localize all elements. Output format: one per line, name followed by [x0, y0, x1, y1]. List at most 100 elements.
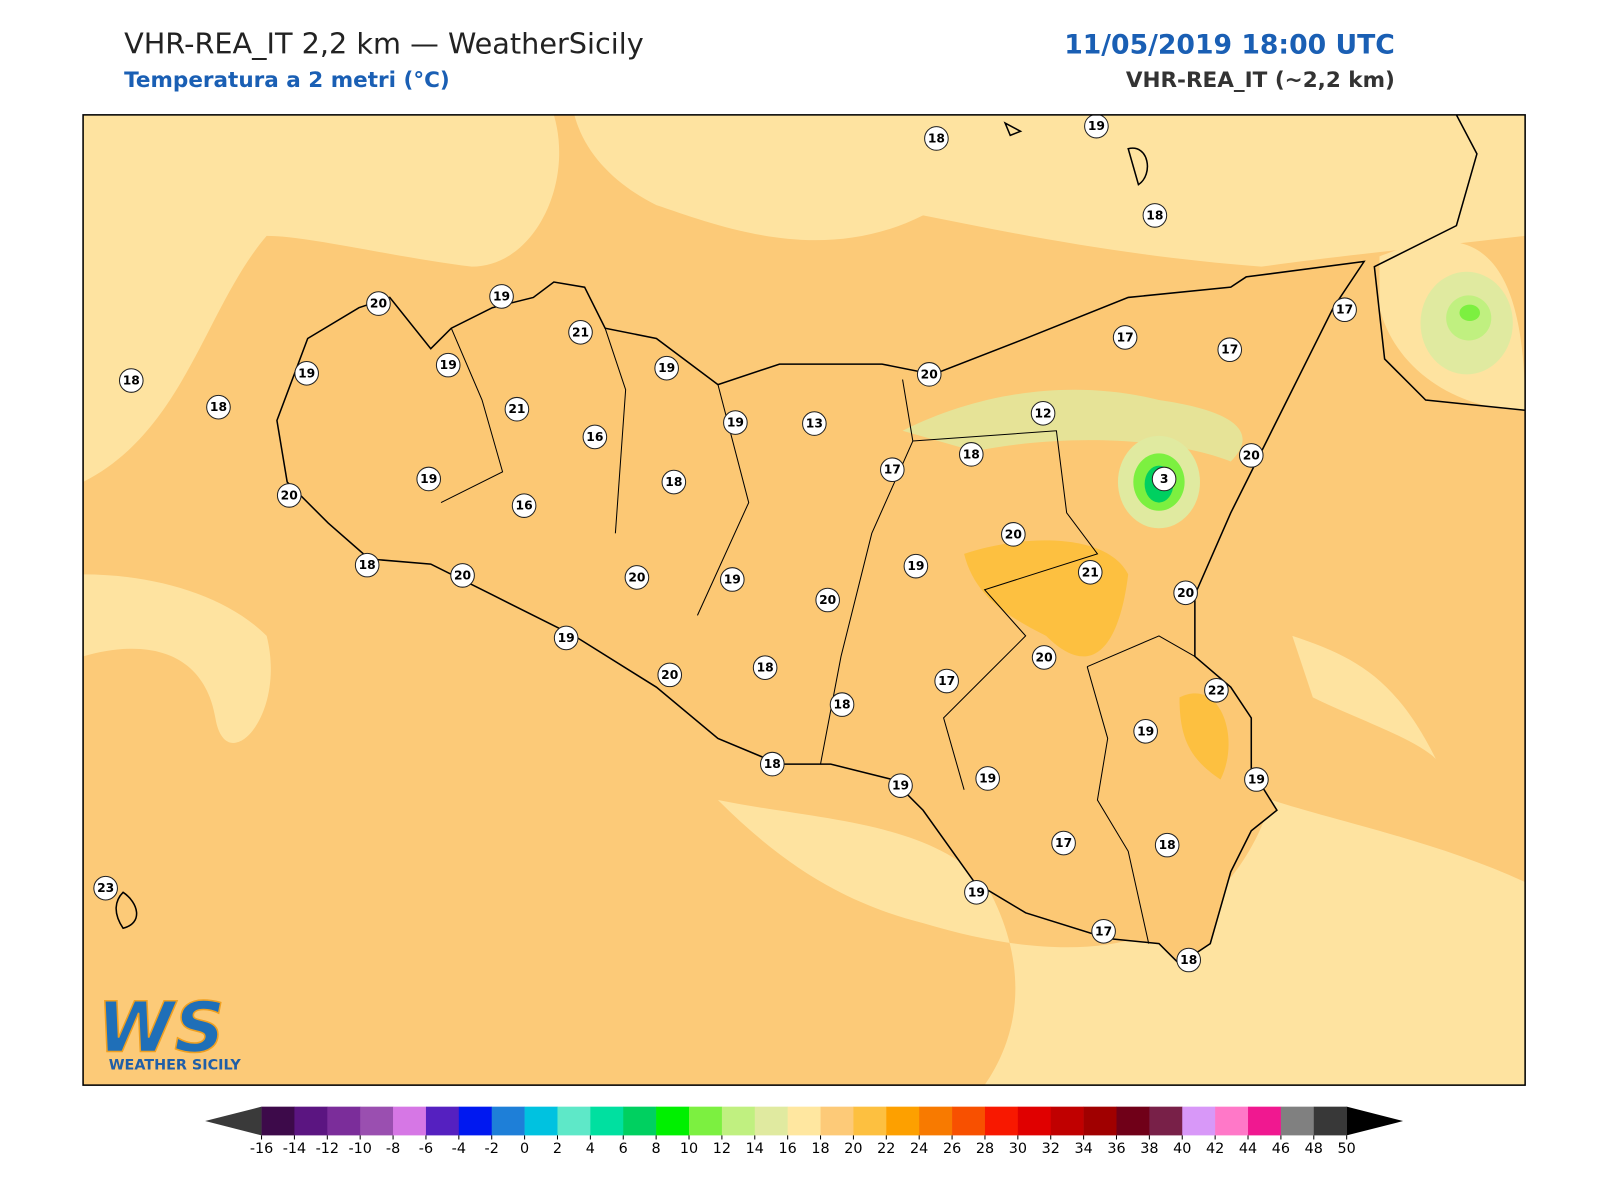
station-marker	[354, 552, 380, 578]
station: 12	[1030, 401, 1056, 426]
station-marker	[1112, 325, 1138, 350]
logo-mark: WS	[97, 987, 224, 1068]
station-value: 21	[508, 402, 525, 416]
colorbar-bin	[820, 1106, 854, 1136]
station: 20	[450, 563, 475, 588]
station-value: 18	[123, 374, 140, 388]
colorbar-tick-label: -12	[316, 1141, 339, 1157]
station: 19	[723, 410, 748, 435]
colorbar-bin	[1149, 1106, 1183, 1136]
colorbar-tick-label: 40	[1173, 1141, 1191, 1157]
station-marker	[1030, 401, 1056, 426]
station-marker	[760, 751, 785, 777]
colorbar-tick-label: 46	[1272, 1141, 1290, 1157]
station: 21	[504, 396, 530, 422]
station-value: 16	[586, 430, 603, 444]
station-value: 17	[1221, 343, 1238, 357]
station-marker	[1217, 337, 1243, 363]
station-value: 19	[1248, 772, 1265, 786]
station-marker	[435, 352, 461, 378]
colorbar-tick-label: 2	[553, 1141, 562, 1157]
station: 16	[511, 493, 537, 518]
station-value: 19	[420, 472, 437, 486]
colorbar-tick-label: 10	[680, 1141, 698, 1157]
station-marker	[958, 442, 984, 467]
station: 20	[624, 565, 650, 590]
station-marker	[880, 457, 905, 483]
colorbar-tick-label: -2	[485, 1141, 499, 1157]
station-value: 20	[1177, 586, 1194, 600]
station: 21	[568, 319, 593, 345]
station-marker	[661, 469, 687, 495]
station-value: 20	[628, 570, 645, 584]
station: 22	[1204, 677, 1229, 703]
station-value: 19	[968, 885, 985, 899]
light-field	[83, 114, 560, 483]
colorbar-tick-label: 44	[1239, 1141, 1257, 1157]
station: 13	[802, 411, 827, 436]
station-value: 18	[1159, 838, 1176, 852]
station-marker	[1142, 203, 1168, 228]
station-value: 17	[1095, 924, 1112, 938]
station-marker	[582, 424, 608, 450]
station: 18	[752, 655, 778, 680]
station: 19	[435, 352, 461, 378]
station-value: 17	[1336, 303, 1353, 317]
colorbar-over	[1346, 1106, 1404, 1136]
model-label: VHR-REA_IT (~2,2 km)	[1126, 68, 1395, 93]
station: 19	[1084, 114, 1109, 139]
station-marker	[1173, 580, 1198, 606]
station-marker	[975, 766, 1000, 791]
colorbar-tick-label: -14	[283, 1141, 306, 1157]
colorbar-tick-label: -6	[419, 1141, 433, 1157]
station: 19	[553, 625, 579, 651]
station-marker	[206, 394, 231, 420]
station-marker	[1031, 645, 1057, 670]
colorbar-tick-label: 28	[976, 1141, 994, 1157]
station: 20	[916, 362, 942, 387]
colorbar-bin	[623, 1106, 657, 1136]
logo-text: WEATHER SICILY	[109, 1058, 242, 1074]
colorbar-bin	[458, 1106, 493, 1136]
station-value: 19	[724, 572, 741, 586]
station-value: 18	[210, 400, 227, 414]
station-value: 23	[97, 881, 114, 895]
colorbar-bin	[1280, 1106, 1315, 1136]
station-value: 19	[298, 366, 315, 380]
light-field	[1292, 635, 1436, 759]
colorbar-bin	[1083, 1106, 1117, 1136]
colorbar-bin	[853, 1106, 887, 1136]
colorbar-bin	[754, 1106, 788, 1136]
station-value: 13	[806, 417, 823, 431]
station: 18	[1176, 947, 1202, 973]
station-value: 18	[833, 698, 850, 712]
station-marker	[118, 368, 144, 393]
station-value: 20	[819, 593, 836, 607]
station: 20	[1173, 580, 1198, 606]
station: 20	[1031, 645, 1057, 670]
station-marker	[1238, 443, 1264, 468]
station-value: 19	[892, 779, 909, 793]
station: 17	[1217, 337, 1243, 363]
colorbar-bin	[787, 1106, 821, 1136]
station: 21	[1077, 560, 1103, 585]
station-value: 20	[1005, 527, 1022, 541]
station-marker	[511, 493, 537, 518]
station-marker	[1332, 297, 1357, 323]
colorbar-tick-label: 4	[586, 1141, 595, 1157]
station-marker	[568, 319, 593, 345]
colorbar-tick-label: 22	[877, 1141, 895, 1157]
colorbar: -16 -14 -12 -10 -8 -6 -4 -2 0 2 4 6 8 10 12 14 16 18 20 22 2…	[205, 1106, 1404, 1157]
station-marker	[903, 553, 929, 579]
station-marker	[916, 362, 942, 387]
station: 20	[366, 291, 391, 316]
station-marker	[1204, 677, 1229, 703]
colorbar-tick-label: 0	[520, 1141, 529, 1157]
station: 18	[206, 394, 231, 420]
station-value: 20	[921, 367, 938, 381]
station: 19	[1133, 718, 1158, 744]
station-value: 18	[928, 131, 945, 145]
station-value: 20	[1036, 650, 1053, 664]
station-marker	[489, 284, 514, 309]
